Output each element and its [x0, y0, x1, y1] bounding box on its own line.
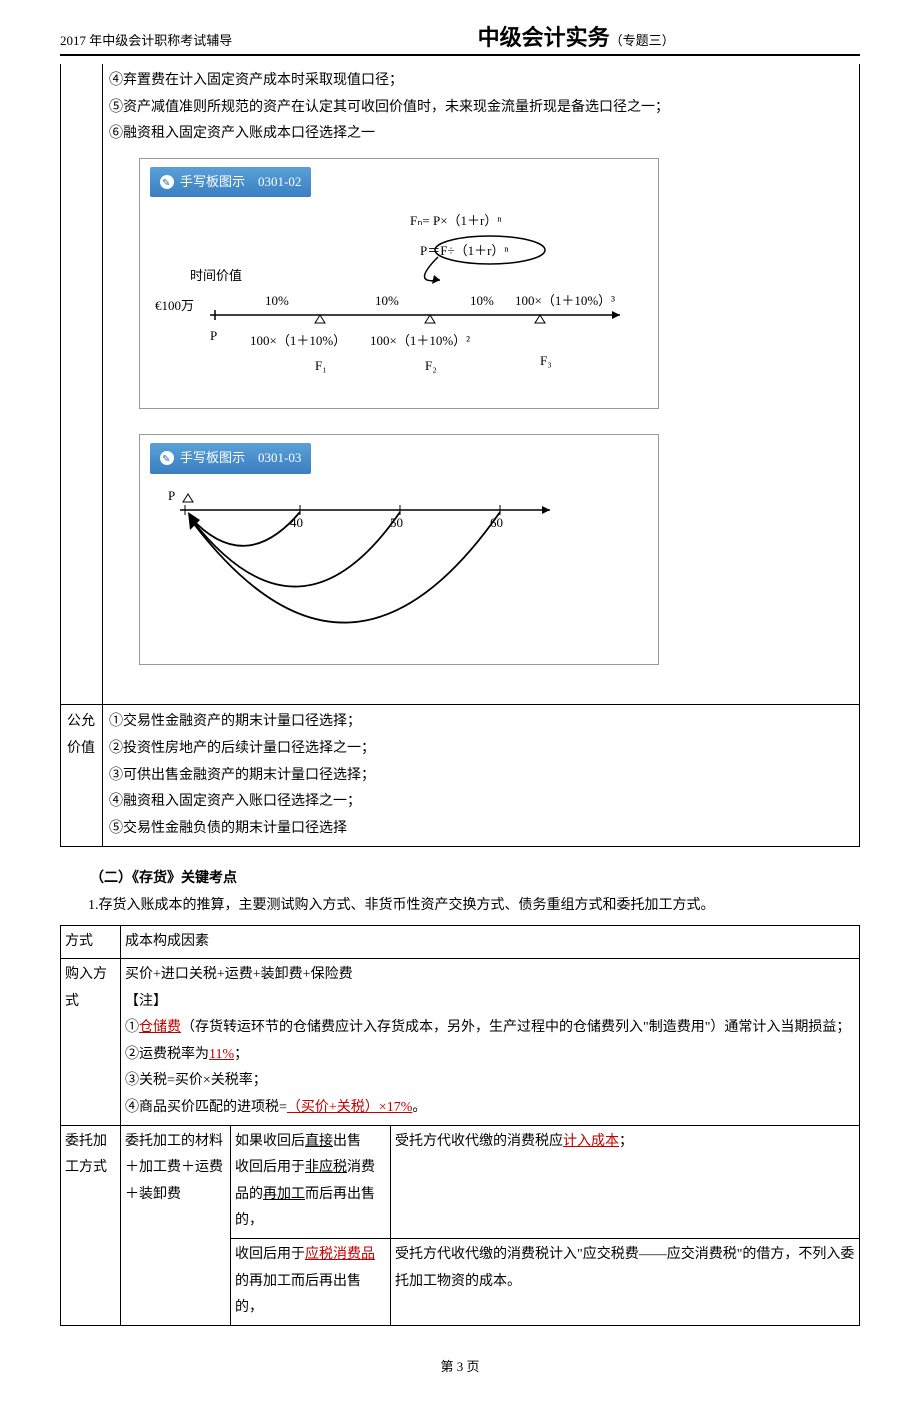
section-2-intro: 1.存货入账成本的推算，主要测试购入方式、非货币性资产交换方式、债务重组方式和委…: [60, 893, 860, 918]
highlight-storage: 仓储费: [139, 1020, 181, 1035]
line-text: ①仓储费（存货转运环节的仓储费应计入存货成本，另外，生产过程中的仓储费列入"制造…: [125, 1015, 855, 1042]
svg-text:€100万: €100万: [155, 298, 194, 313]
line-text: 买价+进口关税+运费+装卸费+保险费: [125, 962, 855, 989]
cell-consign-direct: 如果收回后直接出售 收回后用于非应税消费品的再加工而后再出售的，: [231, 1125, 391, 1238]
table-row: 方式 成本构成因素: [61, 925, 860, 959]
line-text: ③可供出售金融资产的期末计量口径选择；: [109, 763, 853, 790]
svg-text:F₁: F₁: [315, 358, 327, 373]
line-text: 如果收回后直接出售: [235, 1129, 386, 1156]
cell-consign-taxable: 收回后用于应税消费品的再加工而后再出售的，: [231, 1239, 391, 1326]
section-2-title: （二）《存货》关键考点: [90, 867, 860, 887]
line-text: 收回后用于非应税消费品的再加工而后再出售的，: [235, 1155, 386, 1235]
line-text: ⑥融资租入固定资产入账成本口径选择之一: [109, 121, 853, 148]
line-text: ④融资租入固定资产入账口径选择之一；: [109, 789, 853, 816]
cell-blank: [61, 64, 103, 705]
page-footer: 第 3 页: [60, 1356, 860, 1375]
highlight-taxable: 应税消费品: [305, 1247, 375, 1262]
line-text: ②投资性房地产的后续计量口径选择之一；: [109, 736, 853, 763]
svg-text:100×（1＋10%）³: 100×（1＋10%）³: [515, 293, 615, 308]
table-row: 购入方式 买价+进口关税+运费+装卸费+保险费 【注】 ①仓储费（存货转运环节的…: [61, 959, 860, 1126]
cell-purchase-label: 购入方式: [61, 959, 121, 1126]
line-text: ②运费税率为11%；: [125, 1042, 855, 1069]
svg-text:Fₙ= P×（1＋r）ⁿ: Fₙ= P×（1＋r）ⁿ: [410, 213, 501, 228]
line-text: ③关税=买价×关税率；: [125, 1068, 855, 1095]
diagram-1-header: 手写板图示 0301-02: [150, 167, 311, 198]
cell-label-fairvalue: 公允价值: [61, 705, 103, 847]
svg-text:100×（1＋10%）: 100×（1＋10%）: [250, 333, 346, 348]
svg-text:P: P: [210, 328, 217, 343]
svg-text:时间价值: 时间价值: [190, 268, 242, 283]
highlight-intocost: 计入成本: [563, 1134, 619, 1149]
svg-text:100×（1＋10%）²: 100×（1＋10%）²: [370, 333, 470, 348]
svg-text:F₂: F₂: [425, 358, 437, 373]
diagram-2-header: 手写板图示 0301-03: [150, 443, 311, 474]
table-row: ④弃置费在计入固定资产成本时采取现值口径； ⑤资产减值准则所规范的资产在认定其可…: [61, 64, 860, 705]
pencil-icon: [160, 175, 174, 189]
svg-text:10%: 10%: [265, 293, 289, 308]
svg-text:P: P: [168, 488, 175, 503]
highlight-formula: （买价+关税）×17%: [287, 1100, 412, 1115]
line-text: 【注】: [125, 989, 855, 1016]
line-text: ⑤资产减值准则所规范的资产在认定其可收回价值时，未来现金流量折现是备选口径之一；: [109, 95, 853, 122]
svg-text:10%: 10%: [375, 293, 399, 308]
line-text: ⑤交易性金融负债的期末计量口径选择: [109, 816, 853, 843]
table-row: 公允价值 ①交易性金融资产的期末计量口径选择； ②投资性房地产的后续计量口径选择…: [61, 705, 860, 847]
diagram-section: 手写板图示 0301-02 Fₙ= P×（1＋r）ⁿ P＝F÷（1＋r）ⁿ 时间…: [109, 148, 853, 701]
page-header: 2017 年中级会计职称考试辅导 中级会计实务（专题三）: [60, 20, 860, 56]
th-factor: 成本构成因素: [121, 925, 860, 959]
line-text: ①交易性金融资产的期末计量口径选择；: [109, 709, 853, 736]
th-method: 方式: [61, 925, 121, 959]
line-text: ④弃置费在计入固定资产成本时采取现值口径；: [109, 68, 853, 95]
cell-consign-label: 委托加工方式: [61, 1125, 121, 1325]
diagram-1: 手写板图示 0301-02 Fₙ= P×（1＋r）ⁿ P＝F÷（1＋r）ⁿ 时间…: [139, 158, 659, 409]
pencil-icon: [160, 451, 174, 465]
cell-consign-tax2: 受托方代收代缴的消费税计入"应交税费——应交消费税"的借方，不列入委托加工物资的…: [391, 1239, 860, 1326]
cell-fairvalue-content: ①交易性金融资产的期末计量口径选择； ②投资性房地产的后续计量口径选择之一； ③…: [103, 705, 860, 847]
cell-purchase-content: 买价+进口关税+运费+装卸费+保险费 【注】 ①仓储费（存货转运环节的仓储费应计…: [121, 959, 860, 1126]
header-left: 2017 年中级会计职称考试辅导: [60, 30, 232, 49]
table-measurement: ④弃置费在计入固定资产成本时采取现值口径； ⑤资产减值准则所规范的资产在认定其可…: [60, 64, 860, 847]
header-title: 中级会计实务（专题三）: [292, 20, 860, 52]
cell-consign-tax1: 受托方代收代缴的消费税应计入成本；: [391, 1125, 860, 1238]
table-inventory: 方式 成本构成因素 购入方式 买价+进口关税+运费+装卸费+保险费 【注】 ①仓…: [60, 925, 860, 1326]
cell-consign-cost: 委托加工的材料＋加工费＋运费＋装卸费: [121, 1125, 231, 1325]
cell-pv-content: ④弃置费在计入固定资产成本时采取现值口径； ⑤资产减值准则所规范的资产在认定其可…: [103, 64, 860, 705]
table-row: 委托加工方式 委托加工的材料＋加工费＋运费＋装卸费 如果收回后直接出售 收回后用…: [61, 1125, 860, 1238]
diagram-2-svg: P 40 50 60: [150, 482, 650, 642]
diagram-1-svg: Fₙ= P×（1＋r）ⁿ P＝F÷（1＋r）ⁿ 时间价值 €100万 10% 1…: [150, 205, 650, 385]
svg-text:F₃: F₃: [540, 353, 552, 368]
diagram-2: 手写板图示 0301-03 P 40 50 60: [139, 434, 659, 665]
line-text: ④商品买价匹配的进项税=（买价+关税）×17%。: [125, 1095, 855, 1122]
svg-text:10%: 10%: [470, 293, 494, 308]
highlight-rate: 11%: [209, 1047, 234, 1062]
svg-text:P＝F÷（1＋r）ⁿ: P＝F÷（1＋r）ⁿ: [420, 243, 509, 258]
